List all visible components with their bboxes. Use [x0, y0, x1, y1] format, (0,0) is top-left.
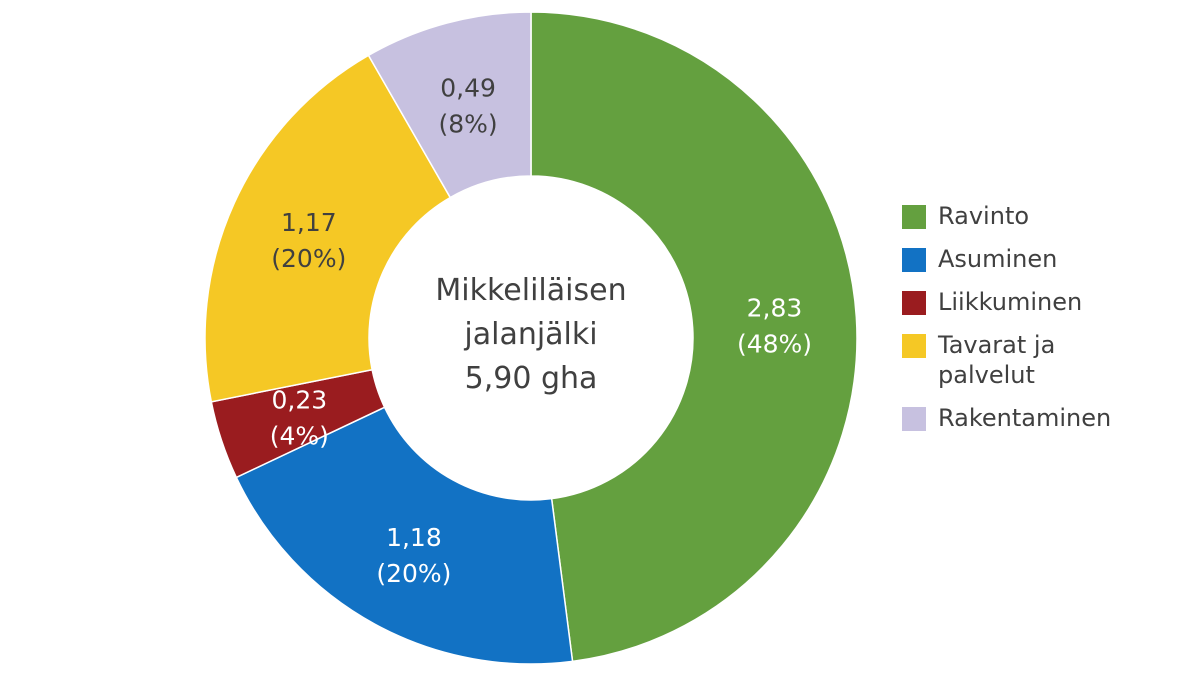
slice-percent-rakentaminen: (8%) — [438, 109, 497, 138]
slice-asuminen — [235, 406, 574, 665]
legend-label-tavarat-ja-palvelut-line-1: Tavarat ja — [938, 331, 1056, 359]
slice-ravinto — [530, 11, 858, 663]
legend-swatch-ravinto — [902, 205, 926, 229]
center-title-line-2: jalanjälki — [463, 317, 597, 352]
legend-item-liikkuminen: Liikkuminen — [902, 287, 1162, 317]
slice-value-liikkuminen: 0,23 — [272, 386, 328, 415]
legend-label-rakentaminen: Rakentaminen — [938, 404, 1112, 432]
legend-item-ravinto: Ravinto — [902, 201, 1162, 231]
legend-item-asuminen: Asuminen — [902, 244, 1162, 274]
slice-rakentaminen — [367, 11, 532, 199]
slice-value-ravinto: 2,83 — [747, 293, 803, 322]
slice-value-rakentaminen: 0,49 — [440, 73, 496, 102]
legend: Ravinto Asuminen Liikkuminen Tavarat ja … — [902, 201, 1162, 446]
center-title-line-1: Mikkeliläisen — [435, 273, 626, 308]
center-total: 5,90 gha — [465, 361, 598, 396]
slice-percent-liikkuminen: (4%) — [270, 422, 329, 451]
slice-labels: 2,83 (48%) 1,18 (20%) 0,23 (4%) 1,17 (20%) 0,49 (… — [270, 73, 812, 588]
slice-percent-ravinto: (48%) — [737, 329, 812, 358]
legend-label-tavarat-ja-palvelut-line-2: palvelut — [938, 361, 1035, 389]
legend-swatch-asuminen — [902, 248, 926, 272]
slice-value-asuminen: 1,18 — [386, 523, 442, 552]
legend-swatch-rakentaminen — [902, 407, 926, 431]
legend-label-asuminen: Asuminen — [938, 245, 1058, 273]
legend-swatch-liikkuminen — [902, 291, 926, 315]
legend-swatch-tavarat-ja-palvelut — [902, 334, 926, 358]
slice-percent-asuminen: (20%) — [376, 559, 451, 588]
legend-item-rakentaminen: Rakentaminen — [902, 403, 1162, 433]
legend-label-ravinto: Ravinto — [938, 202, 1030, 230]
slice-value-tavarat-ja-palvelut: 1,17 — [281, 208, 337, 237]
legend-label-liikkuminen: Liikkuminen — [938, 288, 1083, 316]
legend-item-tavarat-ja-palvelut: Tavarat ja palvelut — [902, 330, 1108, 390]
slice-percent-tavarat-ja-palvelut: (20%) — [271, 244, 346, 273]
donut-slices — [204, 11, 858, 665]
slice-tavarat-ja-palvelut — [204, 54, 452, 403]
